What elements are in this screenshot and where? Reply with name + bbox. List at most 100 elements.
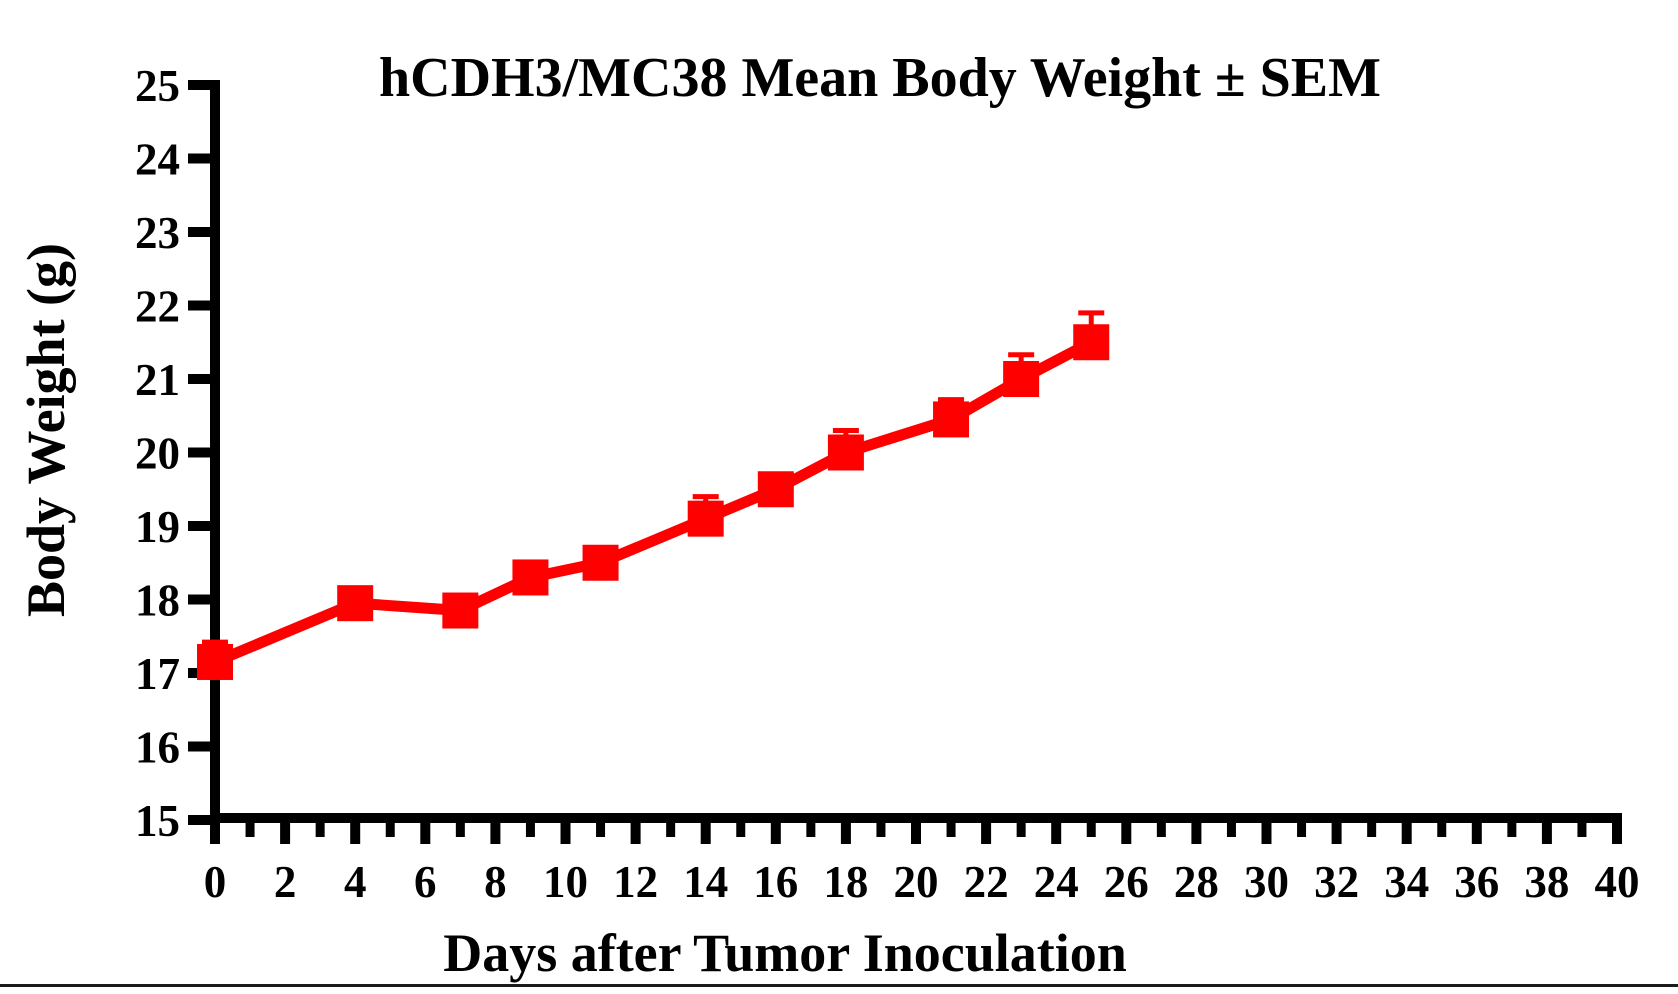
x-minor-tick bbox=[1086, 823, 1096, 837]
x-tick-label: 40 bbox=[1595, 857, 1640, 907]
y-tick-label: 17 bbox=[135, 649, 180, 699]
x-tick-label: 2 bbox=[274, 857, 297, 907]
x-tick bbox=[630, 823, 641, 844]
x-tick-label: 20 bbox=[894, 857, 939, 907]
data-point-marker bbox=[442, 592, 479, 629]
x-tick bbox=[1191, 823, 1202, 844]
x-tick-label: 22 bbox=[964, 857, 1009, 907]
x-tick-label: 18 bbox=[823, 857, 868, 907]
x-tick bbox=[1471, 823, 1482, 844]
x-minor-tick bbox=[596, 823, 606, 837]
x-tick-label: 28 bbox=[1174, 857, 1219, 907]
bottom-rule bbox=[0, 984, 1678, 987]
y-tick bbox=[188, 594, 210, 605]
x-tick bbox=[280, 823, 291, 844]
x-minor-tick bbox=[455, 823, 465, 837]
y-tick bbox=[188, 374, 210, 384]
x-minor-tick bbox=[1297, 823, 1307, 837]
x-minor-tick bbox=[1367, 823, 1377, 837]
y-axis bbox=[210, 80, 220, 823]
x-minor-tick bbox=[1507, 823, 1517, 837]
x-tick-label: 4 bbox=[344, 857, 367, 907]
x-tick bbox=[840, 823, 851, 844]
x-tick-label: 36 bbox=[1454, 857, 1499, 907]
x-minor-tick bbox=[385, 823, 395, 837]
x-tick bbox=[770, 823, 781, 844]
y-tick-label: 15 bbox=[135, 796, 180, 846]
x-tick bbox=[350, 823, 361, 844]
x-minor-tick bbox=[245, 823, 255, 837]
y-tick-label: 21 bbox=[135, 355, 180, 405]
x-minor-tick bbox=[315, 823, 325, 837]
x-minor-tick bbox=[1156, 823, 1166, 837]
x-minor-tick bbox=[946, 823, 956, 837]
y-tick bbox=[188, 80, 210, 90]
data-point-marker bbox=[827, 434, 864, 471]
x-tick bbox=[981, 823, 992, 844]
x-minor-tick bbox=[806, 823, 816, 837]
x-minor-tick bbox=[736, 823, 746, 837]
x-tick-label: 10 bbox=[543, 857, 588, 907]
y-tick bbox=[188, 815, 210, 825]
chart-title: hCDH3/MC38 Mean Body Weight ± SEM bbox=[379, 47, 1381, 109]
x-tick-label: 26 bbox=[1104, 857, 1149, 907]
y-tick-label: 20 bbox=[135, 429, 180, 479]
x-minor-tick bbox=[666, 823, 676, 837]
y-tick bbox=[188, 741, 210, 752]
x-minor-tick bbox=[1016, 823, 1026, 837]
x-tick bbox=[1121, 823, 1132, 844]
x-tick bbox=[1331, 823, 1342, 844]
x-tick bbox=[560, 823, 571, 844]
x-minor-tick bbox=[876, 823, 886, 837]
y-tick bbox=[188, 227, 210, 237]
data-point-marker bbox=[933, 401, 970, 438]
x-tick bbox=[490, 823, 501, 844]
y-tick bbox=[188, 153, 210, 164]
x-tick bbox=[1401, 823, 1412, 844]
x-tick-label: 0 bbox=[204, 857, 227, 907]
x-axis-label: Days after Tumor Inoculation bbox=[443, 923, 1127, 983]
data-point-marker bbox=[197, 643, 233, 680]
x-tick-label: 8 bbox=[484, 857, 507, 907]
y-tick-label: 22 bbox=[135, 282, 180, 332]
x-axis bbox=[210, 813, 1622, 823]
x-minor-tick bbox=[1437, 823, 1447, 837]
x-tick-label: 16 bbox=[753, 857, 798, 907]
y-tick bbox=[188, 300, 210, 311]
x-tick-label: 12 bbox=[613, 857, 658, 907]
x-tick-label: 14 bbox=[683, 857, 728, 907]
x-tick-label: 6 bbox=[414, 857, 437, 907]
x-tick bbox=[700, 823, 711, 844]
x-tick bbox=[1051, 823, 1062, 844]
data-point-marker bbox=[1003, 361, 1040, 397]
y-axis-label: Body Weight (g) bbox=[16, 242, 76, 618]
x-minor-tick bbox=[1577, 823, 1587, 837]
x-tick bbox=[1261, 823, 1272, 844]
x-tick-label: 24 bbox=[1034, 857, 1079, 907]
x-tick-label: 34 bbox=[1384, 857, 1429, 907]
data-point-marker bbox=[337, 585, 374, 622]
data-point-marker bbox=[1073, 324, 1110, 361]
data-point-marker bbox=[582, 544, 619, 581]
y-tick-label: 24 bbox=[135, 135, 180, 185]
x-tick bbox=[1612, 823, 1622, 844]
x-tick-label: 32 bbox=[1314, 857, 1359, 907]
data-point-marker bbox=[757, 471, 794, 508]
x-tick bbox=[911, 823, 921, 844]
x-minor-tick bbox=[525, 823, 535, 837]
y-tick-label: 18 bbox=[135, 576, 180, 626]
data-point-marker bbox=[687, 500, 724, 537]
y-tick bbox=[188, 447, 210, 458]
x-tick bbox=[420, 823, 431, 844]
y-tick-label: 16 bbox=[135, 723, 180, 773]
y-tick-label: 25 bbox=[135, 61, 180, 111]
x-tick-label: 30 bbox=[1244, 857, 1289, 907]
y-tick-label: 23 bbox=[135, 208, 180, 258]
y-tick bbox=[188, 521, 210, 531]
x-tick bbox=[210, 823, 220, 844]
y-tick-label: 19 bbox=[135, 502, 180, 552]
x-minor-tick bbox=[1226, 823, 1236, 837]
x-tick bbox=[1541, 823, 1552, 844]
